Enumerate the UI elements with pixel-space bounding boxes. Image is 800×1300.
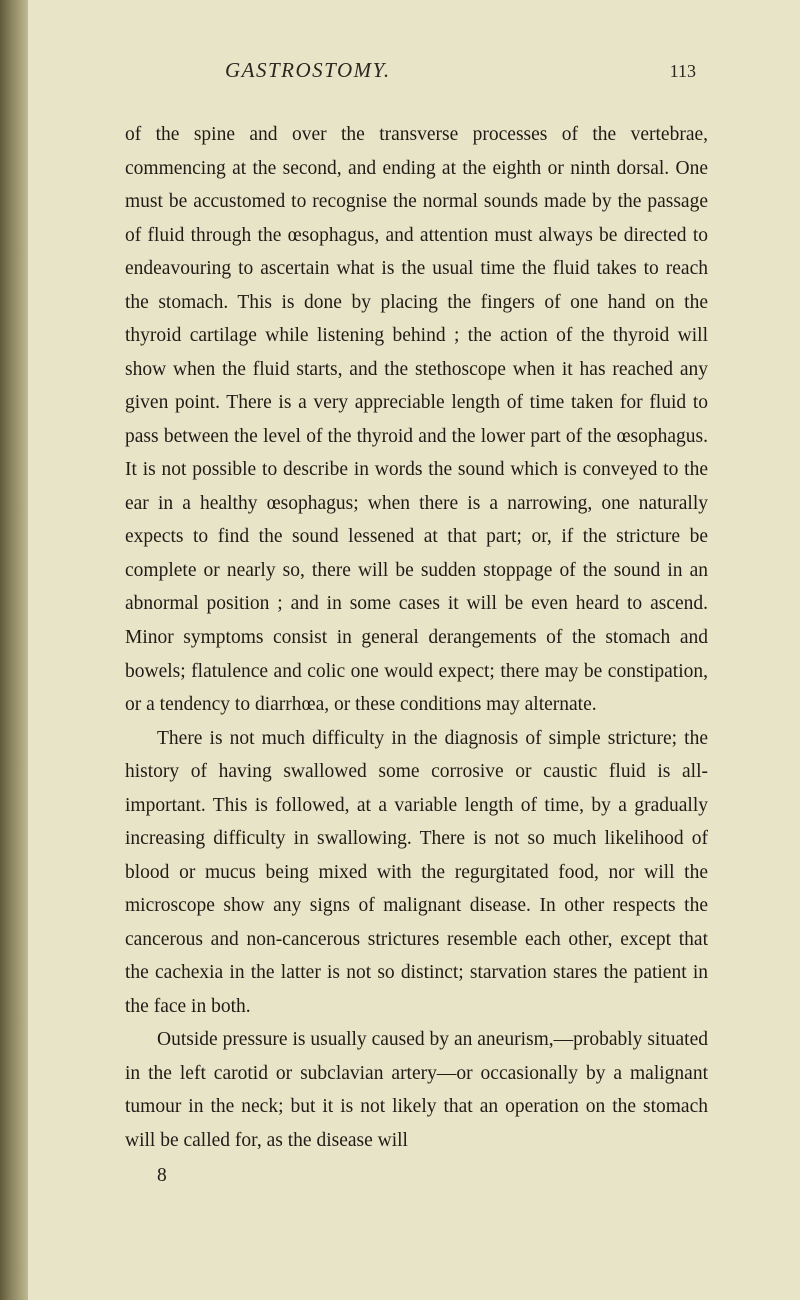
- running-title: GASTROSTOMY.: [225, 58, 391, 83]
- body-text: of the spine and over the transverse pro…: [125, 118, 708, 1193]
- signature-number: 8: [125, 1159, 708, 1193]
- paragraph-2: There is not much difficulty in the diag…: [125, 722, 708, 1024]
- page-header: GASTROSTOMY. 113: [125, 58, 708, 83]
- paragraph-1: of the spine and over the transverse pro…: [125, 118, 708, 722]
- page-container: GASTROSTOMY. 113 of the spine and over t…: [0, 0, 800, 1300]
- paragraph-3: Outside pressure is usually caused by an…: [125, 1023, 708, 1157]
- page-number: 113: [670, 61, 696, 82]
